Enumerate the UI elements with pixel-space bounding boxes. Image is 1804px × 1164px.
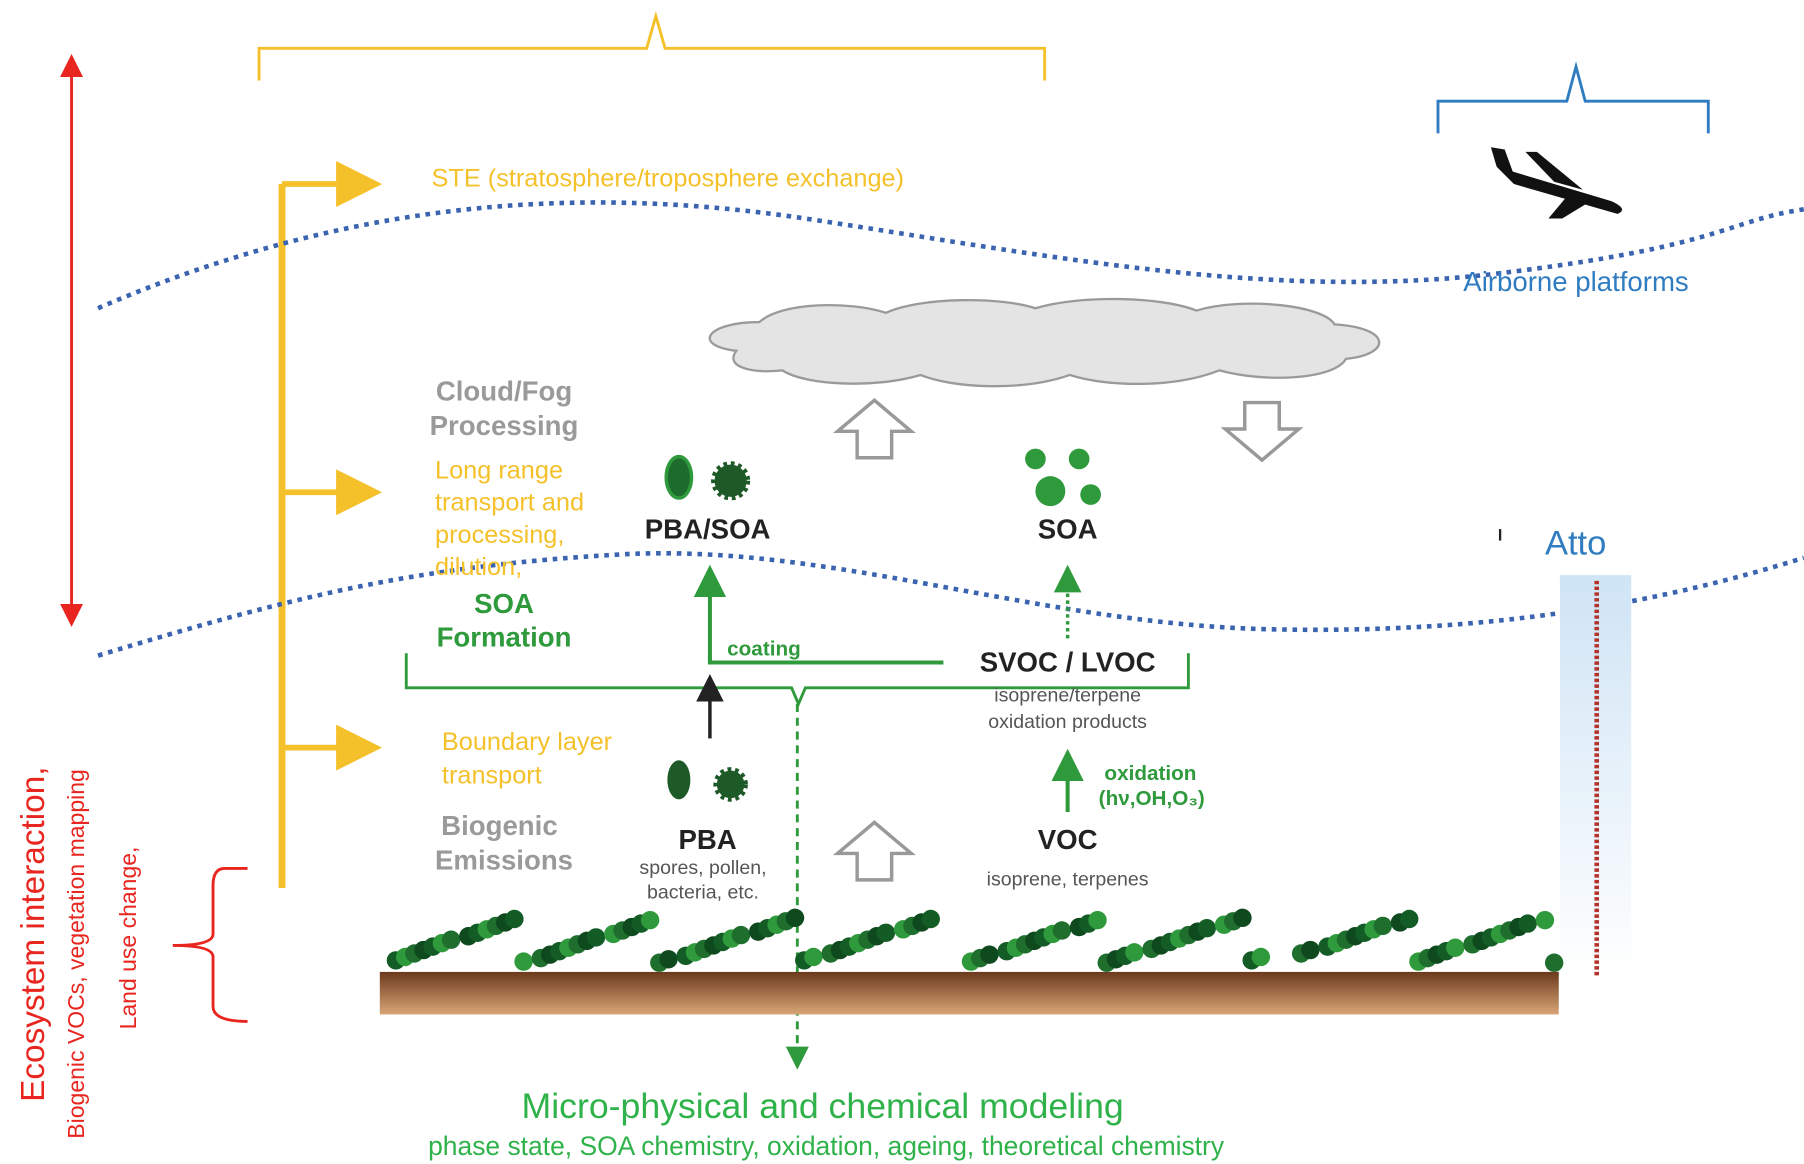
tree-crown: [877, 924, 895, 942]
tree-crown: [587, 928, 605, 946]
tree-crown: [1088, 911, 1106, 929]
tree-crown: [1519, 914, 1537, 932]
ste-label: STE (stratosphere/troposphere exchange): [432, 164, 904, 192]
voc-desc: isoprene, terpenes: [987, 869, 1149, 891]
tree-crown: [804, 948, 822, 966]
tree-crown: [786, 909, 804, 927]
tree-crown: [1198, 919, 1216, 937]
oxidants-label: (hν,OH,O₃): [1099, 787, 1205, 810]
pba-desc: spores, pollen,: [639, 857, 766, 879]
tree-crown: [922, 910, 940, 928]
tree-crown: [1125, 943, 1143, 961]
modeling-title: Micro-physical and chemical modeling: [522, 1086, 1124, 1126]
oxidation-label: oxidation: [1104, 762, 1196, 785]
forest: [387, 909, 1564, 972]
tree-crown: [1536, 911, 1554, 929]
soa-formation-label: SOA: [474, 588, 534, 619]
tree-crown: [514, 952, 532, 970]
tree-crown: [1252, 948, 1270, 966]
diagram: STE (stratosphere/troposphere exchange) …: [0, 0, 1804, 1164]
down-arrow: [1225, 403, 1299, 461]
long-range-label: dilution,: [435, 553, 522, 581]
tree-crown: [442, 931, 460, 949]
ecosystem-sub: Land use change,: [115, 847, 141, 1030]
pba-label: PBA: [678, 824, 736, 855]
tree-crown: [1400, 910, 1418, 928]
cloud: [710, 299, 1379, 386]
biogenic-label: Biogenic: [441, 810, 558, 841]
airplane: [1491, 147, 1622, 218]
long-range-label: Long range: [435, 456, 563, 484]
tree-crown: [1053, 921, 1071, 939]
tree-crown: [505, 910, 523, 928]
boundary-label: transport: [442, 761, 542, 789]
soa-label: SOA: [1038, 513, 1098, 544]
up-arrow: [838, 400, 912, 458]
tree-crown: [1301, 941, 1319, 959]
coating-label: coating: [727, 638, 801, 661]
tree-crown: [1446, 939, 1464, 957]
ecosystem-label: Ecosystem interaction,: [15, 766, 52, 1101]
boundary-label: Boundary layer: [442, 728, 612, 756]
particle: [717, 771, 745, 799]
tree-crown: [1545, 954, 1563, 972]
ground: [380, 972, 1559, 1015]
long-range-label: processing,: [435, 521, 564, 549]
pba-soa-label: PBA/SOA: [645, 513, 771, 544]
cloud-label: Cloud/Fog: [436, 375, 572, 406]
page: STE (stratosphere/troposphere exchange) …: [0, 0, 1804, 1164]
modeling-desc: phase state, SOA chemistry, oxidation, a…: [428, 1131, 1225, 1161]
atto-label: Atto: [1545, 524, 1606, 562]
tree-crown: [659, 950, 677, 968]
red-brace: [173, 868, 248, 1021]
svoc-desc: oxidation products: [988, 711, 1147, 733]
voc-label: VOC: [1038, 824, 1098, 855]
tree-crown: [641, 911, 659, 929]
particle: [715, 465, 747, 497]
ecosystem-sub: Biogenic VOCs, vegetation mapping: [63, 769, 89, 1139]
particle: [1080, 484, 1101, 505]
long-range-label: transport and: [435, 489, 584, 517]
tree-crown: [1233, 909, 1251, 927]
particle: [1035, 476, 1065, 506]
yellow-bracket: [259, 16, 1045, 80]
soa-formation-label: Formation: [437, 621, 572, 652]
particle: [1069, 449, 1090, 470]
tree-crown: [1374, 917, 1392, 935]
pba-desc: bacteria, etc.: [647, 881, 759, 903]
biogenic-label: Emissions: [435, 845, 573, 876]
blue-bracket: [1438, 67, 1708, 134]
tree-crown: [732, 926, 750, 944]
airborne-label: Airborne platforms: [1463, 266, 1688, 297]
up-arrow: [838, 822, 912, 880]
particle: [1025, 449, 1046, 470]
particle: [666, 457, 691, 498]
particle: [667, 760, 690, 799]
cloud-label: Processing: [430, 410, 579, 441]
svoc-desc: isoprene/terpene: [994, 685, 1141, 707]
tree-crown: [980, 945, 998, 963]
svoc-label: SVOC / LVOC: [980, 647, 1156, 678]
boundary-layer-line: [98, 553, 1804, 655]
